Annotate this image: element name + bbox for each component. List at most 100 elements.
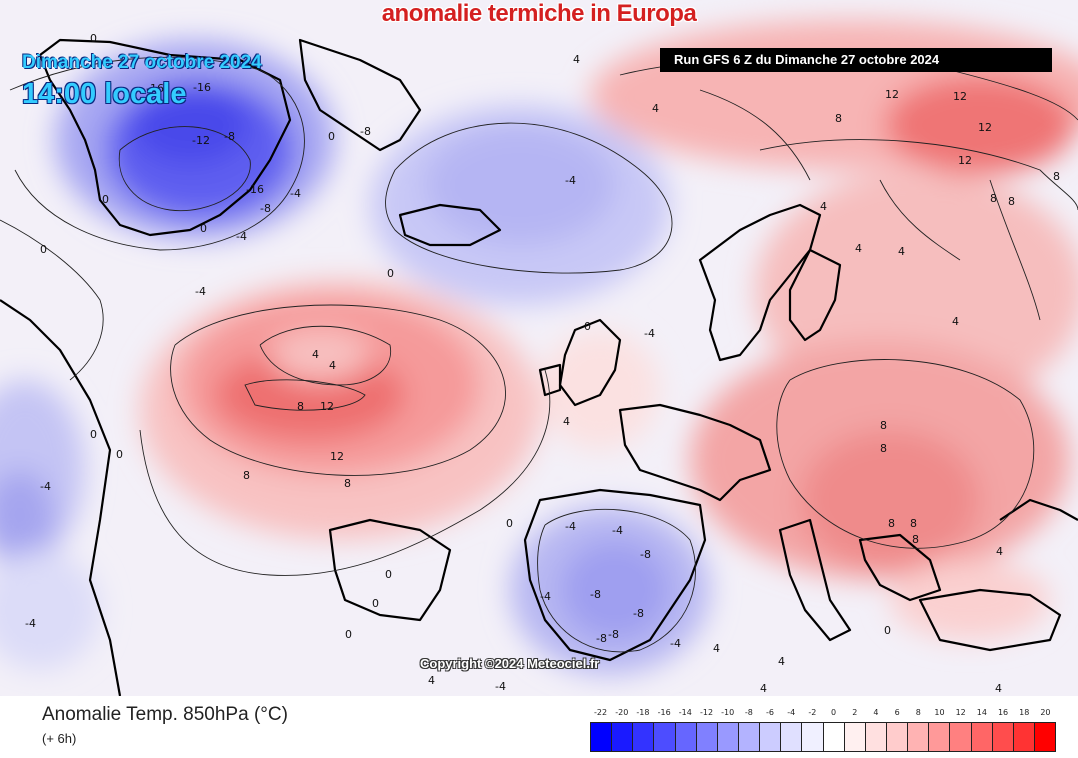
- legend-swatch: [886, 723, 909, 751]
- legend-swatch: [929, 723, 951, 751]
- legend-label: 6: [894, 708, 900, 717]
- contour-label: 8: [1053, 170, 1060, 183]
- contour-label: -4: [644, 327, 655, 340]
- footer-subtitle: (+ 6h): [42, 731, 77, 746]
- contour-label: 8: [990, 192, 997, 205]
- contour-label: -4: [236, 230, 247, 243]
- legend-label: -16: [657, 708, 671, 717]
- legend-label: 0: [831, 708, 837, 717]
- legend-label: -22: [594, 708, 608, 717]
- legend-swatch: [760, 723, 782, 751]
- legend-label: 2: [852, 708, 858, 717]
- contour-label: 0: [372, 597, 379, 610]
- contour-label: -4: [540, 590, 551, 603]
- contour-label: 8: [888, 517, 895, 530]
- run-label: Run GFS 6 Z du Dimanche 27 octobre 2024: [660, 48, 1052, 72]
- legend-swatch: [781, 723, 803, 751]
- contour-label: 4: [996, 545, 1003, 558]
- legend-label: 12: [955, 708, 966, 717]
- contour-label: -8: [596, 632, 607, 645]
- contour-label: 12: [320, 400, 334, 413]
- legend-label: -4: [787, 708, 796, 717]
- legend-swatch: [844, 723, 866, 751]
- legend-swatch: [675, 723, 697, 751]
- contour-label: 4: [778, 655, 785, 668]
- contour-label: 4: [898, 245, 905, 258]
- contour-label: -4: [40, 480, 51, 493]
- contour-label: -8: [608, 628, 619, 641]
- legend-label: -20: [615, 708, 629, 717]
- legend-labels: -22 -20 -18 -16 -14 -12 -10 -8 -6 -4 -2 0 2 4 6 8 10 12 14…: [590, 708, 1056, 720]
- legend-swatch: [717, 723, 739, 751]
- legend-swatch: [865, 723, 887, 751]
- footer-title: Anomalie Temp. 850hPa (°C): [42, 704, 288, 725]
- contour-label: -16: [146, 82, 164, 95]
- legend-label: 14: [976, 708, 987, 717]
- contour-label: 0: [90, 32, 97, 45]
- contour-label: 4: [713, 642, 720, 655]
- contour-label: 8: [910, 517, 917, 530]
- contour-label: 4: [312, 348, 319, 361]
- contour-label: 8: [912, 533, 919, 546]
- map-title: anomalie termiche in Europa: [381, 0, 697, 27]
- contour-label: 8: [880, 442, 887, 455]
- contour-label: 12: [978, 121, 992, 134]
- contour-label: -8: [360, 125, 371, 138]
- legend-label: 20: [1040, 708, 1051, 717]
- contour-label: -4: [565, 520, 576, 533]
- contour-label: 0: [385, 568, 392, 581]
- legend-swatch: [908, 723, 930, 751]
- contour-label: -12: [192, 134, 210, 147]
- contour-label: 8: [243, 469, 250, 482]
- contour-label: 12: [885, 88, 899, 101]
- contour-label: 4: [329, 359, 336, 372]
- contour-label: 0: [40, 243, 47, 256]
- legend-swatch: [633, 723, 655, 751]
- contour-label: 12: [958, 154, 972, 167]
- contour-label: -16: [193, 81, 211, 94]
- contour-label: 4: [428, 674, 435, 687]
- legend-swatch: [612, 723, 634, 751]
- legend-swatch: [590, 723, 613, 751]
- contour-label: -4: [612, 524, 623, 537]
- contour-label: 4: [855, 242, 862, 255]
- contour-label: 4: [563, 415, 570, 428]
- contour-label: -8: [590, 588, 601, 601]
- contour-label: 0: [328, 130, 335, 143]
- contour-label: 0: [506, 517, 513, 530]
- contour-label: -4: [290, 187, 301, 200]
- forecast-time: 14:00 locale: [22, 78, 187, 110]
- contour-label: 0: [884, 624, 891, 637]
- contour-label: -4: [565, 174, 576, 187]
- contour-label: 4: [995, 682, 1002, 695]
- legend-label: -12: [699, 708, 714, 717]
- legend-label: 8: [915, 708, 921, 717]
- legend-swatch: [1034, 723, 1057, 751]
- legend-label: -8: [744, 708, 753, 717]
- contour-label: 4: [760, 682, 767, 695]
- contour-label: 8: [1008, 195, 1015, 208]
- legend-label: 4: [873, 708, 879, 717]
- legend-bar: [590, 722, 1057, 752]
- contour-label: -8: [640, 548, 651, 561]
- contour-label: -8: [224, 130, 235, 143]
- legend-swatch: [802, 723, 824, 751]
- contour-label: 4: [952, 315, 959, 328]
- color-legend: -22 -20 -18 -16 -14 -12 -10 -8 -6 -4 -2 0 2 4 6 8 10 12 14…: [590, 708, 1057, 752]
- copyright: Copyright ©2024 Meteociel.fr: [420, 656, 600, 671]
- legend-swatch: [823, 723, 845, 751]
- legend-swatch: [950, 723, 972, 751]
- legend-swatch: [971, 723, 993, 751]
- contour-label: -8: [633, 607, 644, 620]
- contour-label: 0: [584, 320, 591, 333]
- legend-swatch: [696, 723, 718, 751]
- legend-label: 10: [934, 708, 945, 717]
- contour-label: 8: [344, 477, 351, 490]
- contour-label: 8: [297, 400, 304, 413]
- contour-label: -4: [195, 285, 206, 298]
- legend-swatch: [738, 723, 761, 751]
- legend-swatch: [992, 723, 1014, 751]
- legend-label: 16: [997, 708, 1009, 717]
- legend-label: -10: [721, 708, 735, 717]
- contour-label: -4: [25, 617, 36, 630]
